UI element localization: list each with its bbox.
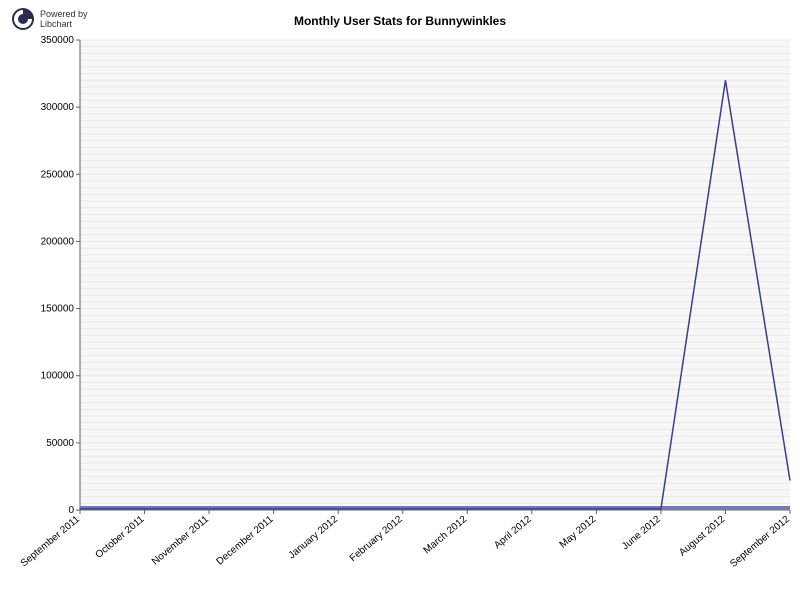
- y-tick-label: 250000: [41, 169, 75, 180]
- x-tick-label: October 2011: [94, 514, 147, 561]
- x-tick-label: September 2011: [19, 514, 82, 570]
- y-tick-label: 150000: [41, 304, 75, 315]
- x-tick-label: August 2012: [677, 514, 727, 559]
- x-tick-label: November 2011: [150, 514, 211, 568]
- chart-container: Powered by Libchart Monthly User Stats f…: [0, 0, 800, 600]
- x-tick-label: February 2012: [348, 514, 405, 565]
- x-tick-label: May 2012: [558, 514, 599, 551]
- y-tick-label: 300000: [41, 102, 75, 113]
- x-tick-label: June 2012: [620, 514, 663, 553]
- x-tick-label: January 2012: [287, 514, 341, 562]
- y-tick-label: 350000: [41, 35, 75, 46]
- x-tick-label: December 2011: [215, 514, 276, 568]
- y-tick-label: 50000: [46, 438, 74, 449]
- x-tick-label: March 2012: [422, 514, 470, 557]
- x-tick-label: September 2012: [728, 514, 792, 570]
- y-tick-label: 200000: [41, 236, 75, 247]
- y-tick-label: 100000: [41, 371, 75, 382]
- x-tick-label: April 2012: [492, 514, 534, 552]
- chart-svg: 0500001000001500002000002500003000003500…: [0, 0, 800, 600]
